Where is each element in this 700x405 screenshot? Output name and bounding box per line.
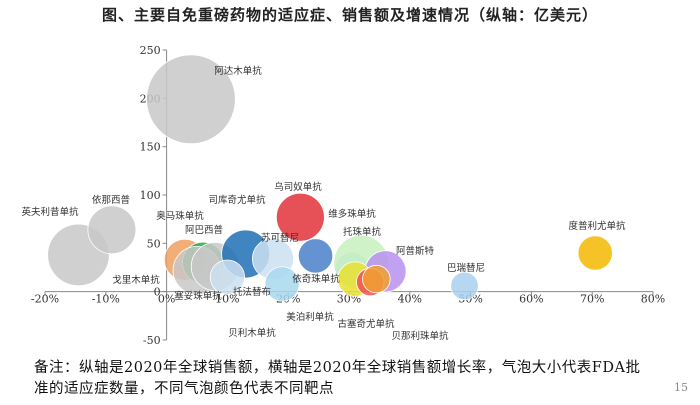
bubble xyxy=(146,54,236,145)
bubble-label: 巴瑞替尼 xyxy=(447,262,485,274)
bubble-label: 古塞奇尤单抗 xyxy=(337,318,395,330)
bubble-label: 乌司奴单抗 xyxy=(274,181,322,193)
bubble xyxy=(450,271,479,301)
bubble-label: 戈里木单抗 xyxy=(112,274,160,286)
bubble xyxy=(264,266,300,302)
bubble-label: 贝利木单抗 xyxy=(228,327,276,339)
bubble-label: 阿普斯特 xyxy=(396,245,435,257)
bubble-label: 贝那利珠单抗 xyxy=(391,330,449,342)
x-tick-label: 10% xyxy=(215,292,239,305)
y-tick-label: -50 xyxy=(143,334,161,347)
y-tick-label: 50 xyxy=(147,237,161,250)
bubble-label: 苏可替尼 xyxy=(261,232,299,244)
bubble xyxy=(275,192,325,242)
x-tick-label: 70% xyxy=(580,292,604,305)
bubble-label: 阿达木单抗 xyxy=(214,65,262,77)
bubble-label: 美泊利单抗 xyxy=(286,311,334,323)
x-tick-label: 80% xyxy=(641,292,665,305)
bubble xyxy=(362,264,391,294)
bubble-label: 依那西普 xyxy=(92,194,131,206)
bubble-label: 司库奇尤单抗 xyxy=(208,194,266,206)
bubble-label: 阿巴西普 xyxy=(185,224,224,236)
page-number: 15 xyxy=(674,381,688,394)
bubble-label: 英夫利昔单抗 xyxy=(21,206,79,218)
x-tick-label: -20% xyxy=(31,292,59,305)
bubble xyxy=(577,235,613,271)
x-tick-label: 0% xyxy=(158,292,175,305)
y-tick-label: 150 xyxy=(140,141,161,154)
y-tick-label: 0 xyxy=(154,286,161,299)
bubble-label: 奥马珠单抗 xyxy=(156,210,204,222)
bubble xyxy=(209,259,245,295)
bubble xyxy=(297,238,334,274)
x-tick-label: 60% xyxy=(519,292,543,305)
y-tick-label: 250 xyxy=(140,44,161,57)
bubble-label: 托法替布 xyxy=(233,286,271,298)
chart-title: 图、主要自免重磅药物的适应症、销售额及增速情况（纵轴：亿美元） xyxy=(101,6,598,24)
bubble-label: 度普利尤单抗 xyxy=(568,220,626,232)
bubble xyxy=(87,205,137,255)
bubble-label: 维多珠单抗 xyxy=(328,208,376,220)
bubble-label: 塞妥珠单抗 xyxy=(174,290,222,302)
bubble-label: 托珠单抗 xyxy=(343,226,382,238)
bubble-label: 依奇珠单抗 xyxy=(292,273,340,285)
x-tick-label: -10% xyxy=(92,292,120,305)
x-tick-label: 40% xyxy=(398,292,422,305)
y-tick-label: 100 xyxy=(140,189,161,202)
chart-note: 备注：纵轴是2020年全球销售额，横轴是2020年全球销售额增长率，气泡大小代表… xyxy=(34,360,641,397)
